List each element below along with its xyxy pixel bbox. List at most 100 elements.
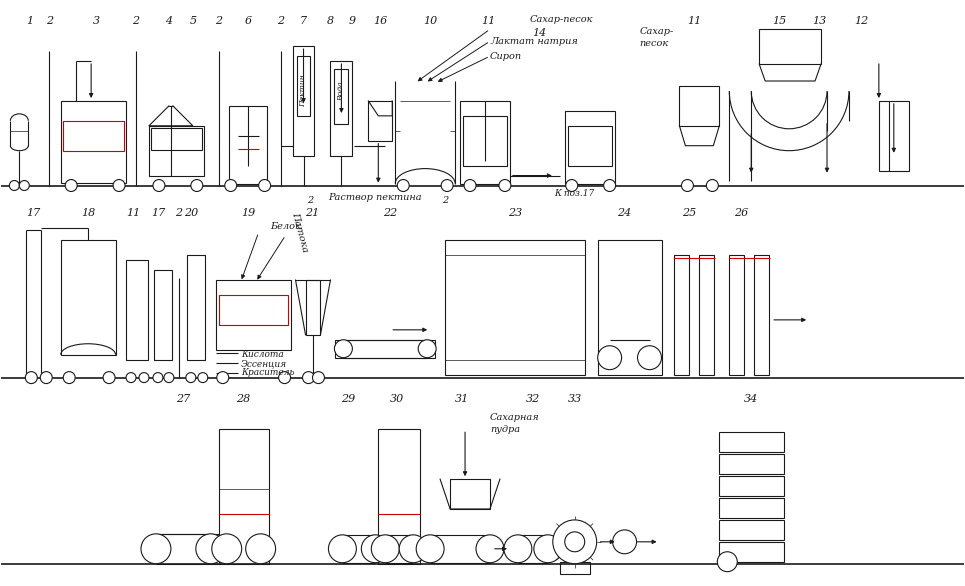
Circle shape xyxy=(553,520,596,564)
Text: 2: 2 xyxy=(277,16,284,26)
Bar xyxy=(719,498,785,518)
Text: 17: 17 xyxy=(151,209,165,219)
Text: 1: 1 xyxy=(26,16,33,26)
Text: 24: 24 xyxy=(618,209,632,219)
Circle shape xyxy=(139,373,149,383)
Text: 20: 20 xyxy=(183,209,198,219)
Text: 21: 21 xyxy=(305,209,319,219)
Circle shape xyxy=(141,534,171,564)
Circle shape xyxy=(225,179,236,192)
Circle shape xyxy=(19,180,29,190)
Text: 10: 10 xyxy=(423,16,437,26)
Circle shape xyxy=(246,534,276,564)
Circle shape xyxy=(191,179,203,192)
Circle shape xyxy=(279,372,290,384)
Circle shape xyxy=(313,372,324,384)
Circle shape xyxy=(416,535,444,563)
Polygon shape xyxy=(440,479,500,509)
Text: 33: 33 xyxy=(567,394,582,404)
Bar xyxy=(463,116,507,166)
Text: 6: 6 xyxy=(245,16,252,26)
Bar xyxy=(61,240,116,355)
Circle shape xyxy=(152,373,163,383)
Text: 26: 26 xyxy=(734,209,749,219)
Text: 11: 11 xyxy=(481,16,495,26)
Text: 5: 5 xyxy=(189,16,197,26)
Circle shape xyxy=(504,535,532,563)
Circle shape xyxy=(64,372,75,384)
Bar xyxy=(151,128,202,149)
Circle shape xyxy=(25,372,38,384)
Bar xyxy=(450,479,490,509)
Bar xyxy=(560,562,590,574)
Bar xyxy=(335,69,348,124)
Bar xyxy=(445,240,585,374)
Circle shape xyxy=(113,179,125,192)
Bar xyxy=(460,101,510,183)
Text: 2: 2 xyxy=(45,16,53,26)
Text: 19: 19 xyxy=(241,209,256,219)
Circle shape xyxy=(126,373,136,383)
Circle shape xyxy=(66,179,77,192)
Text: 25: 25 xyxy=(682,209,697,219)
Bar xyxy=(219,295,288,325)
Text: пудра: пудра xyxy=(490,425,520,434)
Circle shape xyxy=(361,535,389,563)
Circle shape xyxy=(597,346,621,370)
Text: 15: 15 xyxy=(772,16,786,26)
Bar xyxy=(597,240,663,374)
Text: 34: 34 xyxy=(744,394,758,404)
Bar xyxy=(219,430,268,564)
Circle shape xyxy=(398,179,409,192)
Text: Сироп: Сироп xyxy=(490,52,522,60)
Text: Патока: Патока xyxy=(290,211,310,253)
Bar xyxy=(369,101,392,141)
Text: 32: 32 xyxy=(526,394,540,404)
Circle shape xyxy=(302,372,315,384)
Text: 22: 22 xyxy=(383,209,398,219)
Text: 17: 17 xyxy=(26,209,41,219)
Circle shape xyxy=(259,179,270,192)
Circle shape xyxy=(41,372,52,384)
Text: 31: 31 xyxy=(455,394,469,404)
Text: 2: 2 xyxy=(308,196,314,205)
Bar xyxy=(296,56,311,116)
Circle shape xyxy=(400,535,427,563)
Text: 18: 18 xyxy=(81,209,96,219)
Text: 2: 2 xyxy=(132,16,140,26)
Circle shape xyxy=(681,179,694,192)
Bar xyxy=(64,121,124,151)
Text: 16: 16 xyxy=(373,16,387,26)
Bar xyxy=(567,126,612,166)
Bar xyxy=(679,86,719,126)
Circle shape xyxy=(464,179,476,192)
Circle shape xyxy=(211,534,241,564)
Bar xyxy=(378,430,420,564)
Text: 2: 2 xyxy=(176,209,182,219)
Text: К поз.17: К поз.17 xyxy=(555,189,594,198)
Bar xyxy=(187,255,205,360)
Bar xyxy=(719,476,785,496)
Text: 11: 11 xyxy=(687,16,702,26)
Text: Вода: Вода xyxy=(338,81,345,101)
Text: Сахарная: Сахарная xyxy=(490,413,539,422)
Circle shape xyxy=(706,179,718,192)
Bar xyxy=(149,126,204,176)
Circle shape xyxy=(103,372,115,384)
Text: 12: 12 xyxy=(854,16,868,26)
Text: песок: песок xyxy=(640,39,669,47)
Bar xyxy=(306,280,320,335)
Bar xyxy=(675,255,689,374)
Bar xyxy=(336,340,435,357)
Text: 14: 14 xyxy=(533,28,547,38)
Circle shape xyxy=(328,535,356,563)
Text: 4: 4 xyxy=(165,16,173,26)
Circle shape xyxy=(565,532,585,552)
Circle shape xyxy=(441,179,454,192)
Bar xyxy=(292,46,315,156)
Text: Раствор пектина: Раствор пектина xyxy=(328,193,422,202)
Text: Пектин: Пектин xyxy=(299,74,308,107)
Text: Краситель: Краситель xyxy=(240,368,294,377)
Text: Кислота: Кислота xyxy=(240,350,284,359)
Circle shape xyxy=(372,535,400,563)
